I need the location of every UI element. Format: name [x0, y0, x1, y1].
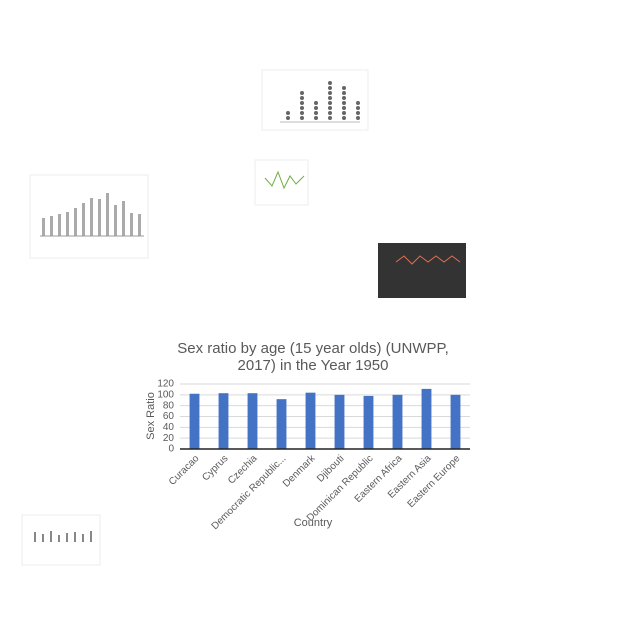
- chart-title: Sex ratio by age (15 year olds) (UNWPP, …: [177, 340, 449, 374]
- thumbnail-dot-plot: [261, 69, 369, 131]
- bar: [450, 394, 461, 449]
- bar: [276, 399, 287, 449]
- thumbnail-dark-chart: [378, 243, 466, 298]
- thumbnail-small-bar-chart: [21, 514, 101, 566]
- y-tick-label: 80: [163, 400, 175, 411]
- y-axis-title: Sex Ratio: [145, 392, 157, 440]
- bar: [218, 393, 229, 449]
- y-tick-label: 40: [163, 422, 175, 433]
- y-tick-label: 0: [168, 444, 174, 455]
- thumbnail-bar-chart: [29, 174, 149, 259]
- bar: [247, 393, 258, 449]
- y-tick-label: 60: [163, 411, 175, 422]
- bar: [363, 395, 374, 449]
- bar: [305, 392, 316, 449]
- y-tick-label: 100: [157, 389, 174, 400]
- bar: [421, 388, 432, 449]
- bar: [334, 394, 345, 449]
- bar: [189, 393, 200, 449]
- bar: [392, 394, 403, 449]
- y-tick-label: 20: [163, 433, 175, 444]
- thumbnail-line-chart: [254, 159, 309, 206]
- y-tick-label: 120: [157, 379, 174, 390]
- x-axis-title: Country: [294, 517, 333, 529]
